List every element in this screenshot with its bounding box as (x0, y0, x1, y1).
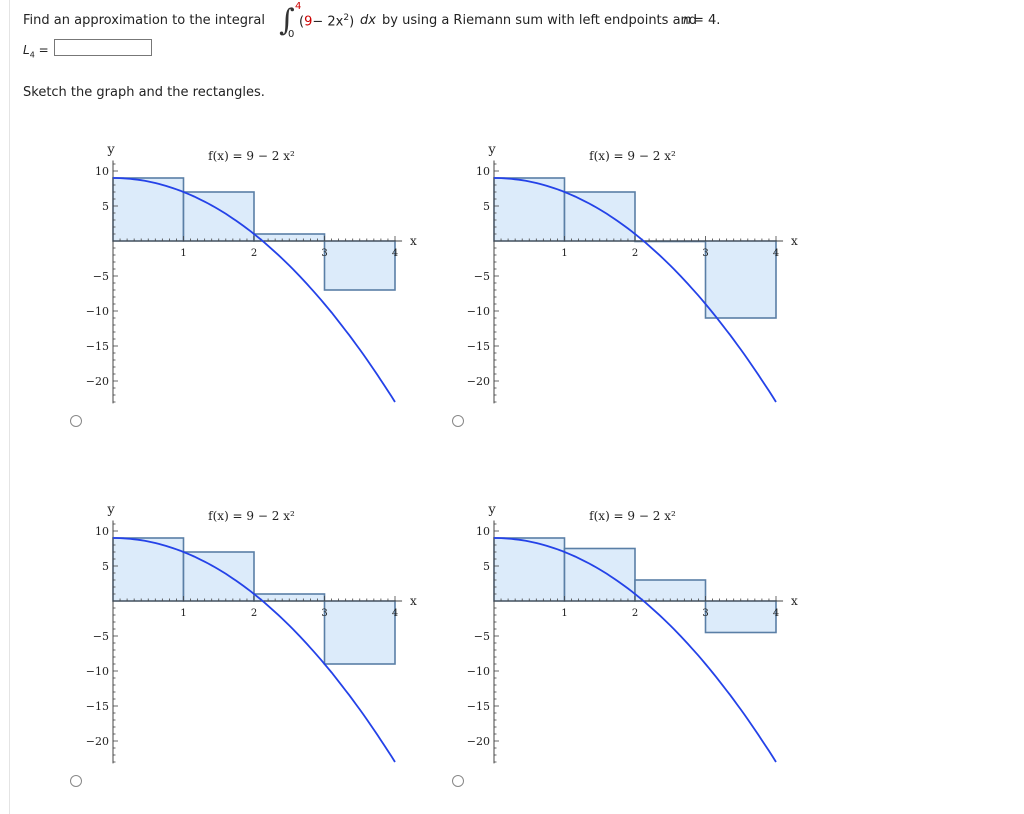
answer-label: L4 = (23, 43, 49, 59)
y-tick-label: −5 (93, 270, 109, 283)
y-tick-label: −15 (467, 700, 490, 713)
y-tick-label: −10 (86, 665, 109, 678)
y-tick-label: 10 (476, 525, 490, 538)
x-tick-label: 3 (702, 248, 708, 259)
y-tick-label: −20 (86, 735, 109, 748)
y-tick-label: −10 (467, 665, 490, 678)
x-tick-label: 1 (180, 608, 186, 619)
answer-input[interactable] (54, 39, 152, 56)
y-axis-label: y (106, 143, 115, 158)
n-variable: n (683, 13, 692, 28)
function-curve (113, 537, 396, 763)
y-tick-label: −15 (86, 340, 109, 353)
y-tick-label: 10 (476, 165, 490, 178)
answer-label-subscript: 4 (29, 50, 35, 60)
y-tick-label: −10 (467, 305, 490, 318)
y-tick-label: 5 (483, 560, 490, 573)
x-axis-label: x (791, 594, 798, 608)
x-axis-label: x (410, 234, 417, 248)
y-tick-label: −5 (474, 270, 490, 283)
riemann-rectangle (704, 600, 777, 634)
x-axis-label: x (410, 594, 417, 608)
function-annotation: f(x) = 9 − 2 x² (208, 509, 295, 523)
integrand-constant: 9 (304, 14, 313, 30)
y-tick-label: −5 (474, 630, 490, 643)
answer-label-letter: L (23, 43, 30, 57)
option-radio-b[interactable] (452, 415, 464, 427)
y-tick-label: 5 (483, 200, 490, 213)
y-tick-label: 10 (95, 165, 109, 178)
option-radio-c[interactable] (70, 775, 82, 787)
question-prefix: Find an approximation to the integral (23, 13, 265, 28)
y-tick-label: −10 (86, 305, 109, 318)
x-tick-label: 4 (773, 608, 779, 619)
x-tick-label: 3 (321, 248, 327, 259)
integral-upper-limit: 4 (295, 1, 302, 12)
y-tick-label: −20 (86, 375, 109, 388)
y-tick-label: −20 (467, 735, 490, 748)
x-tick-label: 2 (251, 248, 257, 259)
option-radio-d[interactable] (452, 775, 464, 787)
sketch-prompt: Sketch the graph and the rectangles. (23, 85, 265, 100)
integral-lower-limit: 0 (288, 29, 295, 40)
function-annotation: f(x) = 9 − 2 x² (589, 149, 676, 163)
integrand-close-paren: ) (349, 14, 355, 30)
option-radio-a[interactable] (70, 415, 82, 427)
y-axis-label: y (487, 143, 496, 158)
integral-sign: ∫ (279, 3, 295, 38)
integrand-exponent: 2 (343, 13, 350, 23)
y-axis-label: y (487, 503, 496, 518)
y-tick-label: 5 (102, 560, 109, 573)
x-tick-label: 1 (561, 608, 567, 619)
dx-label: dx (360, 13, 376, 28)
function-curve (113, 177, 396, 403)
x-tick-label: 2 (251, 608, 257, 619)
x-tick-label: 2 (632, 248, 638, 259)
x-tick-label: 3 (321, 608, 327, 619)
y-tick-label: 10 (95, 525, 109, 538)
x-tick-label: 2 (632, 608, 638, 619)
x-tick-label: 4 (392, 248, 398, 259)
y-tick-label: −20 (467, 375, 490, 388)
integrand: (9− 2x2) (299, 13, 354, 29)
function-annotation: f(x) = 9 − 2 x² (589, 509, 676, 523)
integrand-term: − 2x (312, 14, 344, 30)
x-tick-label: 1 (561, 248, 567, 259)
y-axis-label: y (106, 503, 115, 518)
function-curve (494, 537, 777, 763)
x-tick-label: 4 (773, 248, 779, 259)
x-tick-label: 3 (702, 608, 708, 619)
question-suffix: by using a Riemann sum with left endpoin… (382, 13, 698, 28)
riemann-rectangle (182, 191, 255, 242)
x-axis-label: x (791, 234, 798, 248)
x-tick-label: 4 (392, 608, 398, 619)
riemann-rectangle (563, 191, 636, 242)
function-annotation: f(x) = 9 − 2 x² (208, 149, 295, 163)
riemann-rectangle (563, 547, 636, 602)
y-tick-label: −15 (86, 700, 109, 713)
function-curve (494, 177, 777, 403)
n-value: = 4. (693, 13, 721, 28)
y-tick-label: −5 (93, 630, 109, 643)
riemann-rectangle (634, 579, 707, 602)
y-tick-label: 5 (102, 200, 109, 213)
answer-label-equals: = (38, 43, 49, 57)
riemann-rectangle (704, 240, 777, 319)
x-tick-label: 1 (180, 248, 186, 259)
y-tick-label: −15 (467, 340, 490, 353)
integrand-open-paren: ( (299, 14, 305, 30)
riemann-rectangle (323, 240, 396, 291)
left-divider (9, 0, 10, 814)
